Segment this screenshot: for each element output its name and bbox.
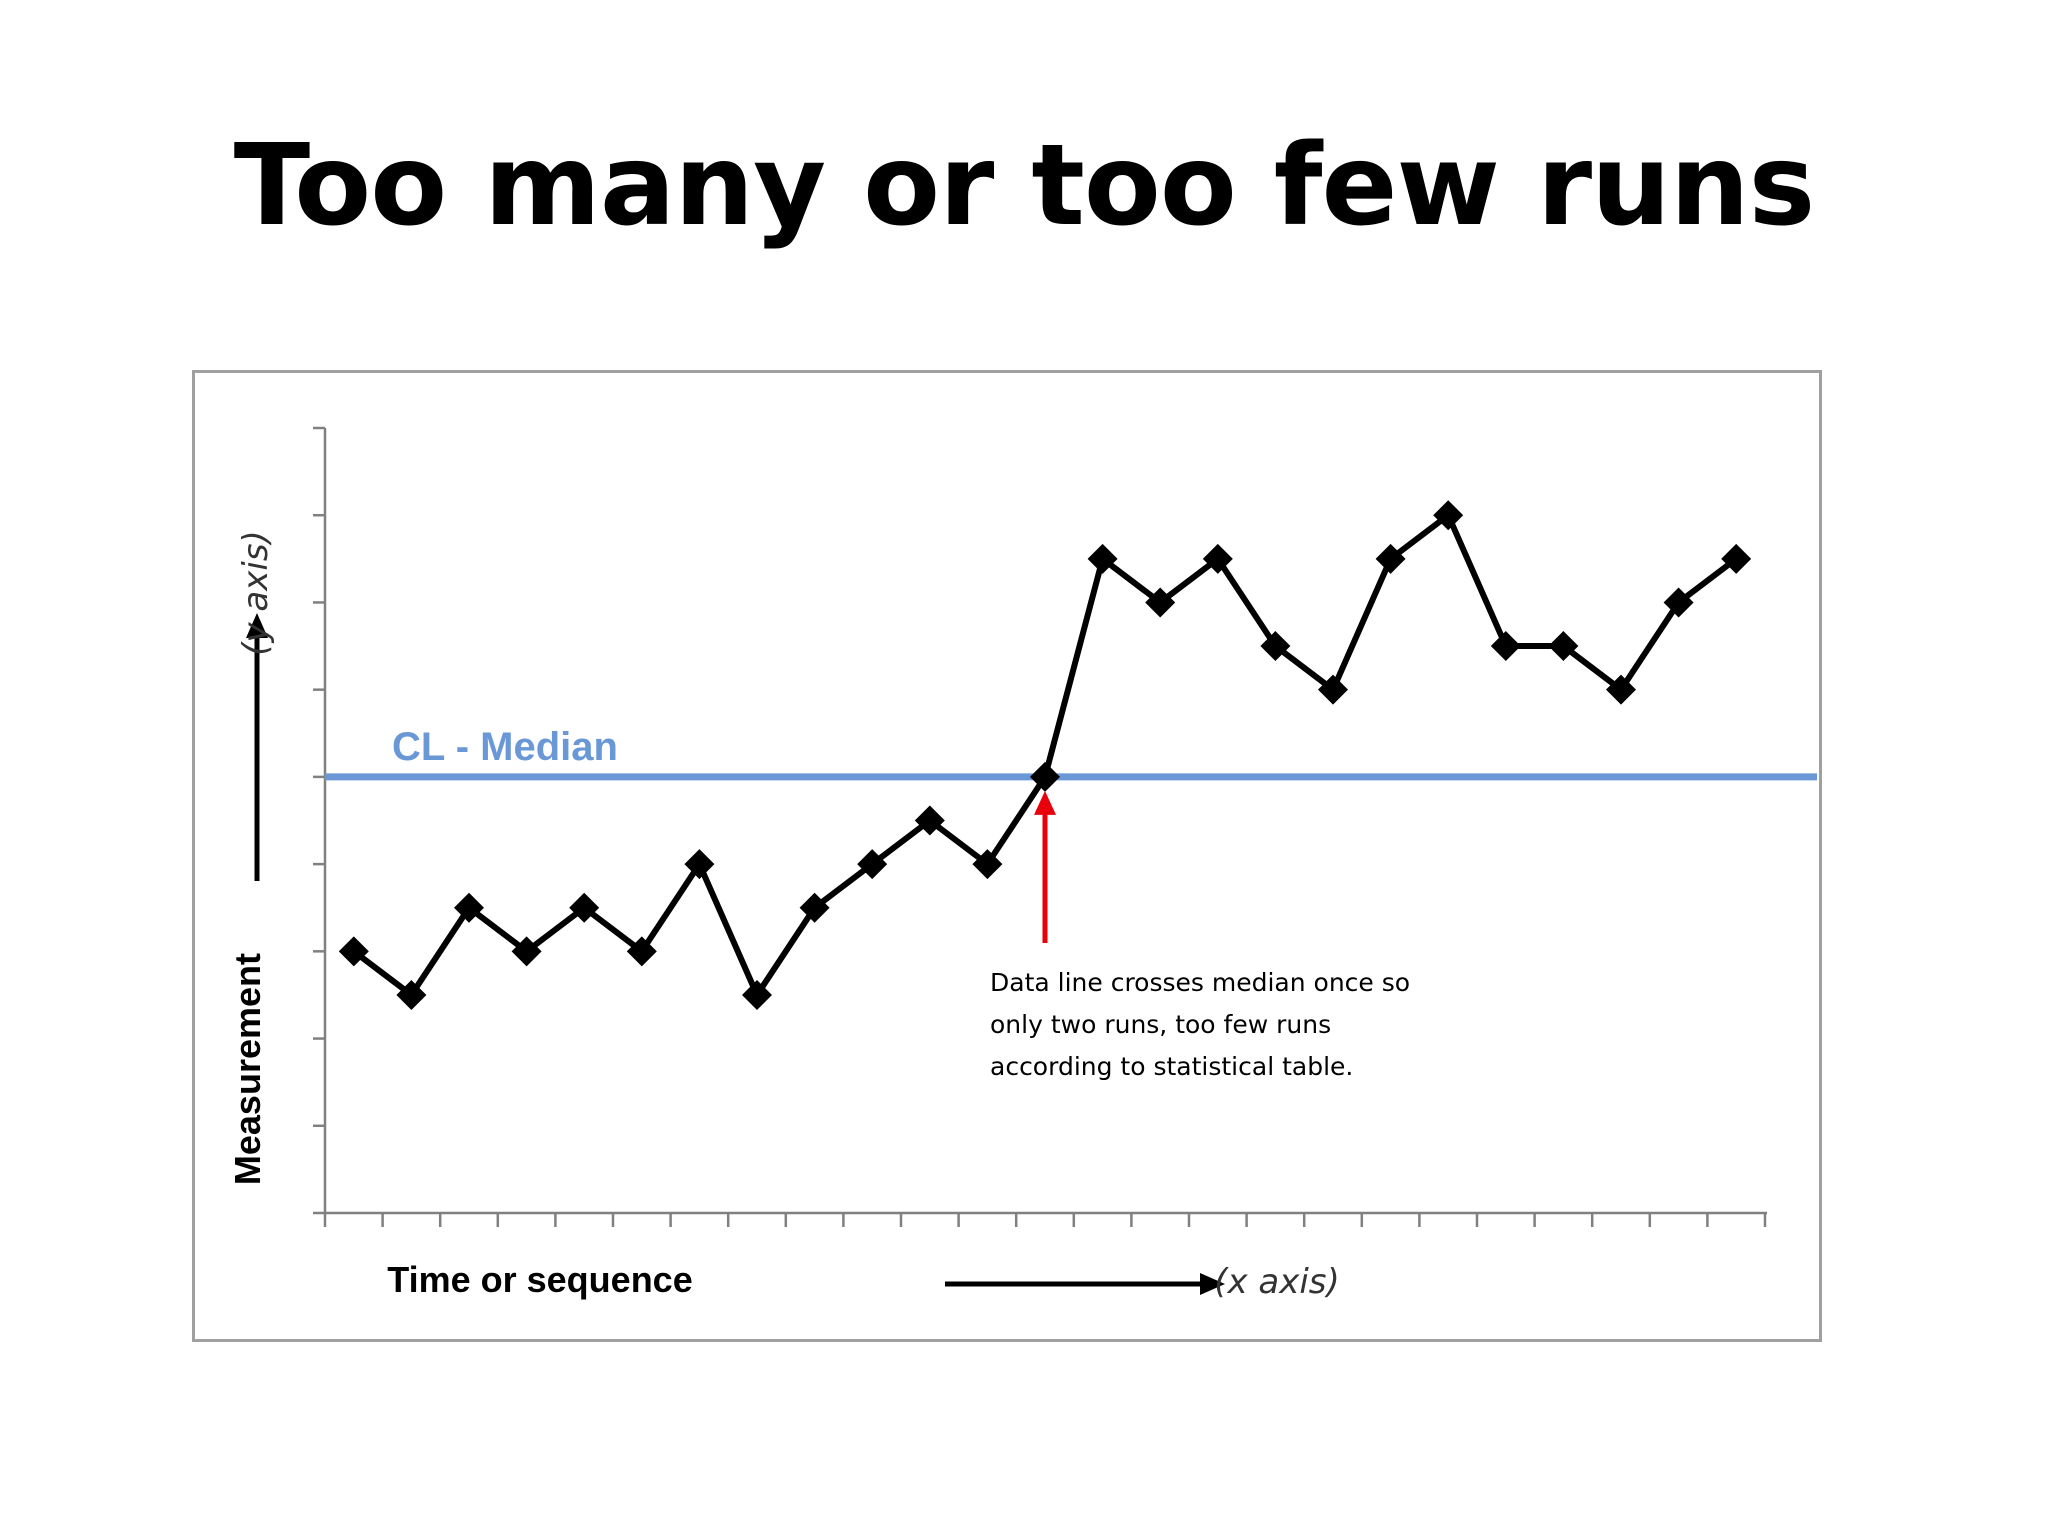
data-point (857, 849, 888, 880)
x-axis-arrow (945, 1273, 1225, 1295)
data-point (1663, 587, 1694, 618)
x-axis-label: Time or sequence (387, 1259, 692, 1300)
annotation-text-line: according to statistical table. (990, 1052, 1353, 1081)
series-layer (338, 500, 1752, 1010)
annotation-layer: Data line crosses median once so only two… (990, 790, 1410, 1081)
data-point (914, 805, 945, 836)
median-label: CL - Median (392, 725, 618, 769)
y-axis-label: Measurement (227, 953, 268, 1185)
y-axis-suffix-group: (y axis) (236, 530, 276, 656)
data-point (1202, 543, 1233, 574)
data-point (338, 936, 369, 967)
chart-frame: CL - Median Data line crosses median onc… (192, 370, 1822, 1342)
y-axis-label-group: Measurement (227, 953, 268, 1185)
x-axis-suffix: (x axis) (1214, 1262, 1340, 1302)
data-point (972, 849, 1003, 880)
data-point (742, 979, 772, 1010)
annotation-text-line: Data line crosses median once so (990, 968, 1410, 997)
data-point (1375, 543, 1406, 574)
data-point (1433, 500, 1464, 531)
data-point (1145, 587, 1176, 618)
data-point (1721, 543, 1752, 574)
page-title: Too many or too few runs (233, 121, 1816, 251)
data-point (569, 892, 600, 923)
data-point (1548, 631, 1579, 662)
data-point (1030, 761, 1060, 792)
data-point (799, 892, 830, 923)
data-point (1087, 543, 1118, 574)
y-axis-suffix: (y axis) (236, 530, 276, 656)
chart-axes (313, 426, 1767, 1227)
data-point (1606, 674, 1636, 705)
annotation-arrowhead (1034, 790, 1056, 815)
run-chart: CL - Median Data line crosses median onc… (227, 426, 1817, 1302)
data-point (626, 936, 657, 967)
y-axis-arrow (246, 613, 268, 881)
data-point (1260, 631, 1291, 662)
data-point (1318, 674, 1348, 705)
data-point (454, 892, 484, 923)
annotation-text-line: only two runs, too few runs (990, 1010, 1331, 1039)
data-point (396, 979, 427, 1010)
data-point (684, 849, 715, 880)
data-point (1490, 631, 1521, 662)
median-layer: CL - Median (325, 725, 1817, 781)
